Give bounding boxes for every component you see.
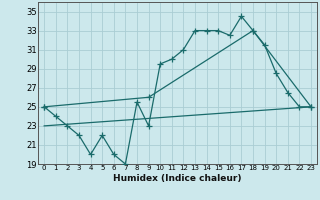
X-axis label: Humidex (Indice chaleur): Humidex (Indice chaleur): [113, 174, 242, 183]
